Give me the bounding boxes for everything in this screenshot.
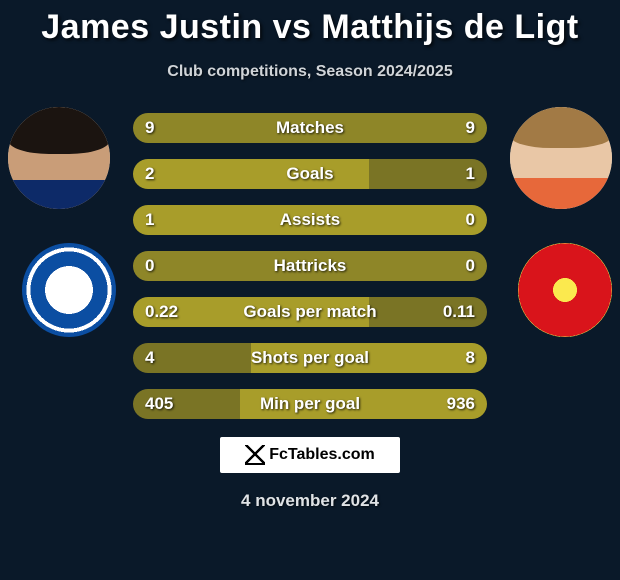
- subtitle: Club competitions, Season 2024/2025: [0, 63, 620, 81]
- stat-row: 0.220.11Goals per match: [133, 297, 487, 327]
- player-left-avatar: [8, 107, 110, 209]
- stat-label: Hattricks: [133, 251, 487, 281]
- stat-label: Assists: [133, 205, 487, 235]
- fctables-icon: [245, 445, 265, 465]
- stat-bars: 99Matches 21Goals 10Assists 00Hattricks 0.22…: [133, 113, 487, 419]
- stat-row: 405936Min per goal: [133, 389, 487, 419]
- player-right-face: [510, 107, 612, 209]
- stat-label: Matches: [133, 113, 487, 143]
- stat-label: Shots per goal: [133, 343, 487, 373]
- club-left-crest: [22, 243, 116, 337]
- stat-row: 48Shots per goal: [133, 343, 487, 373]
- player-left-face: [8, 107, 110, 209]
- stat-row: 00Hattricks: [133, 251, 487, 281]
- stat-row: 99Matches: [133, 113, 487, 143]
- logo-text: FcTables.com: [269, 446, 375, 464]
- stat-label: Goals: [133, 159, 487, 189]
- comparison-panel: 99Matches 21Goals 10Assists 00Hattricks 0.22…: [0, 113, 620, 419]
- stat-row: 21Goals: [133, 159, 487, 189]
- logo-badge: FcTables.com: [220, 437, 400, 473]
- date-label: 4 november 2024: [0, 491, 620, 511]
- stat-label: Goals per match: [133, 297, 487, 327]
- stat-row: 10Assists: [133, 205, 487, 235]
- club-right-crest: [518, 243, 612, 337]
- player-right-avatar: [510, 107, 612, 209]
- stat-label: Min per goal: [133, 389, 487, 419]
- page-title: James Justin vs Matthijs de Ligt: [0, 0, 620, 47]
